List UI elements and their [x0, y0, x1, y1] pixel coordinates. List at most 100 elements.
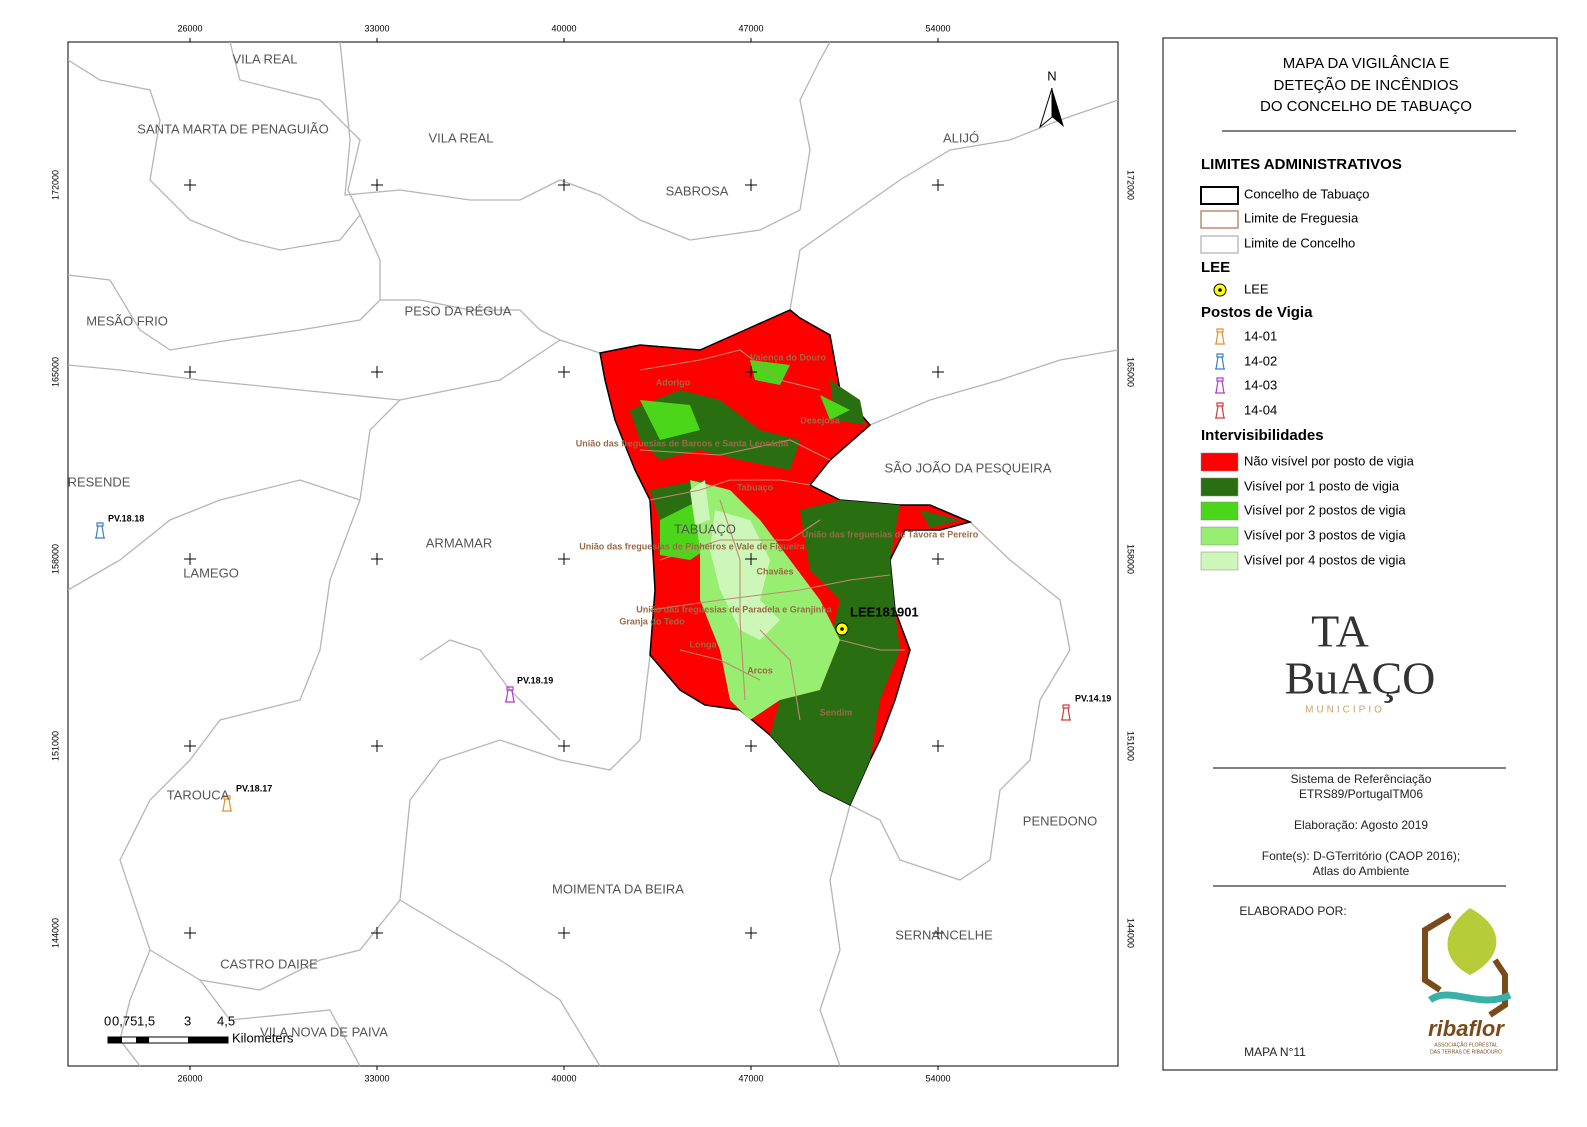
tower-icon	[1215, 328, 1225, 345]
parish-label: Arcos	[747, 665, 773, 675]
logo-text: MUNICIPIO	[1305, 705, 1385, 716]
grid-label: 158000	[1126, 544, 1136, 574]
legend-swatch	[1200, 551, 1239, 571]
grid-cross	[184, 553, 196, 565]
boundary	[359, 214, 601, 354]
municipality-label: PESO DA RÉGUA	[405, 303, 512, 318]
grid-label: 33000	[364, 1073, 389, 1083]
legend-swatch	[1200, 526, 1239, 546]
parish-label: Chavães	[756, 566, 793, 576]
parish-label: União das freguesias de Pinheiros e Vale…	[579, 541, 806, 551]
grid-label: 165000	[1126, 357, 1136, 387]
grid-cross	[745, 740, 757, 752]
legend-label: 14-01	[1244, 328, 1277, 343]
legend-label: Visível por 3 postos de vigia	[1244, 527, 1406, 542]
municipality-label: VILA REAL	[428, 130, 493, 145]
footer-text: ETRS89/PortugalTM06	[1299, 787, 1423, 801]
municipality-label: SÃO JOÃO DA PESQUEIRA	[885, 460, 1052, 475]
grid-cross	[371, 740, 383, 752]
grid-cross	[184, 366, 196, 378]
municipality-label: VILA NOVA DE PAIVA	[260, 1024, 388, 1039]
municipality-label: MESÃO FRIO	[86, 313, 168, 328]
tower-icon	[1061, 704, 1071, 721]
legend-swatch	[1200, 210, 1239, 229]
boundary	[419, 639, 561, 741]
municipality-label: RESENDE	[68, 474, 131, 489]
north-label: N	[1047, 68, 1056, 83]
boundary	[849, 521, 1071, 881]
legend-symbol	[1218, 288, 1222, 292]
grid-cross	[184, 927, 196, 939]
footer-text: MAPA N°11	[1244, 1045, 1306, 1059]
boundary	[119, 399, 651, 991]
legend-swatch	[1200, 501, 1239, 521]
municipality-label: PENEDONO	[1023, 813, 1097, 828]
parish-label: Adorigo	[656, 377, 691, 387]
grid-label: 144000	[50, 918, 60, 948]
grid-cross	[745, 927, 757, 939]
legend-swatch	[1200, 235, 1239, 254]
legend-label: 14-04	[1244, 402, 1277, 417]
legend-swatch	[1200, 477, 1239, 497]
scale-label: 3	[184, 1013, 191, 1028]
zone	[690, 480, 780, 640]
legend-title: DO CONCELHO DE TABUAÇO	[1260, 98, 1472, 115]
parish-label: Tabuaço	[737, 482, 774, 492]
post-label: PV.14.19	[1075, 693, 1111, 703]
municipality-label: MOIMENTA DA BEIRA	[552, 881, 684, 896]
post-label: PV.18.19	[517, 675, 553, 685]
boundary	[67, 274, 381, 351]
north-arrow-half	[1052, 88, 1064, 127]
municipality-label: VILA REAL	[232, 51, 297, 66]
legend-label: Visível por 2 postos de vigia	[1244, 502, 1406, 517]
parish-label: Valença do Douro	[750, 352, 827, 362]
municipality-label: ARMAMAR	[426, 535, 492, 550]
footer-text: Atlas do Ambiente	[1313, 864, 1410, 878]
logo-text: ribaflor	[1428, 1016, 1505, 1041]
tower-icon	[1215, 353, 1225, 370]
logo-text: ASSOCIAÇÃO FLORESTAL	[1434, 1041, 1497, 1048]
grid-cross	[371, 927, 383, 939]
grid-label: 144000	[1126, 918, 1136, 948]
footer-text: ELABORADO POR:	[1239, 904, 1346, 918]
legend-label: Concelho de Tabuaço	[1244, 186, 1370, 201]
grid-cross	[745, 553, 757, 565]
footer-text: Elaboração: Agosto 2019	[1294, 818, 1428, 832]
grid-cross	[932, 740, 944, 752]
municipality-label: LAMEGO	[183, 565, 239, 580]
logo-tree	[1447, 908, 1497, 975]
boundary	[67, 339, 561, 401]
parish-label: Desejosa	[800, 415, 841, 425]
footer-text: Sistema de Referênciação	[1291, 772, 1432, 786]
grid-cross	[558, 740, 570, 752]
legend-panel: MAPA DA VIGILÂNCIA E DETEÇÃO DE INCÊNDIO…	[1162, 37, 1558, 1071]
boundaries	[67, 41, 1119, 1067]
grid-cross	[184, 740, 196, 752]
grid-label: 158000	[50, 544, 60, 574]
boundary	[339, 41, 831, 241]
map-frame: VILA REAL SANTA MARTA DE PENAGUIÃO VILA …	[50, 23, 1135, 1083]
grid-cross	[745, 179, 757, 191]
legend-heading: LIMITES ADMINISTRATIVOS	[1201, 156, 1402, 173]
legend-label: LEE	[1244, 281, 1269, 296]
scale-seg	[188, 1037, 228, 1043]
grid-cross	[745, 366, 757, 378]
grid-cross	[558, 179, 570, 191]
legend-label: Visível por 4 postos de vigia	[1244, 552, 1406, 567]
legend-label: Limite de Concelho	[1244, 235, 1355, 250]
boundary	[819, 804, 851, 1067]
tower-icon	[95, 522, 105, 539]
legend-label: 14-02	[1244, 353, 1277, 368]
post-label: PV.18.18	[108, 513, 144, 523]
grid-cross	[371, 179, 383, 191]
scale-seg	[108, 1037, 122, 1043]
grid-cross	[184, 179, 196, 191]
municipality-label: SANTA MARTA DE PENAGUIÃO	[137, 121, 328, 136]
tower-icon	[1215, 402, 1225, 419]
legend-label: Limite de Freguesia	[1244, 210, 1359, 225]
scale-label: 0	[104, 1013, 111, 1028]
tower-icon	[222, 795, 232, 812]
grid-label: 165000	[50, 357, 60, 387]
grid-label: 40000	[551, 23, 576, 33]
legend-heading: Intervisibilidades	[1201, 427, 1324, 444]
